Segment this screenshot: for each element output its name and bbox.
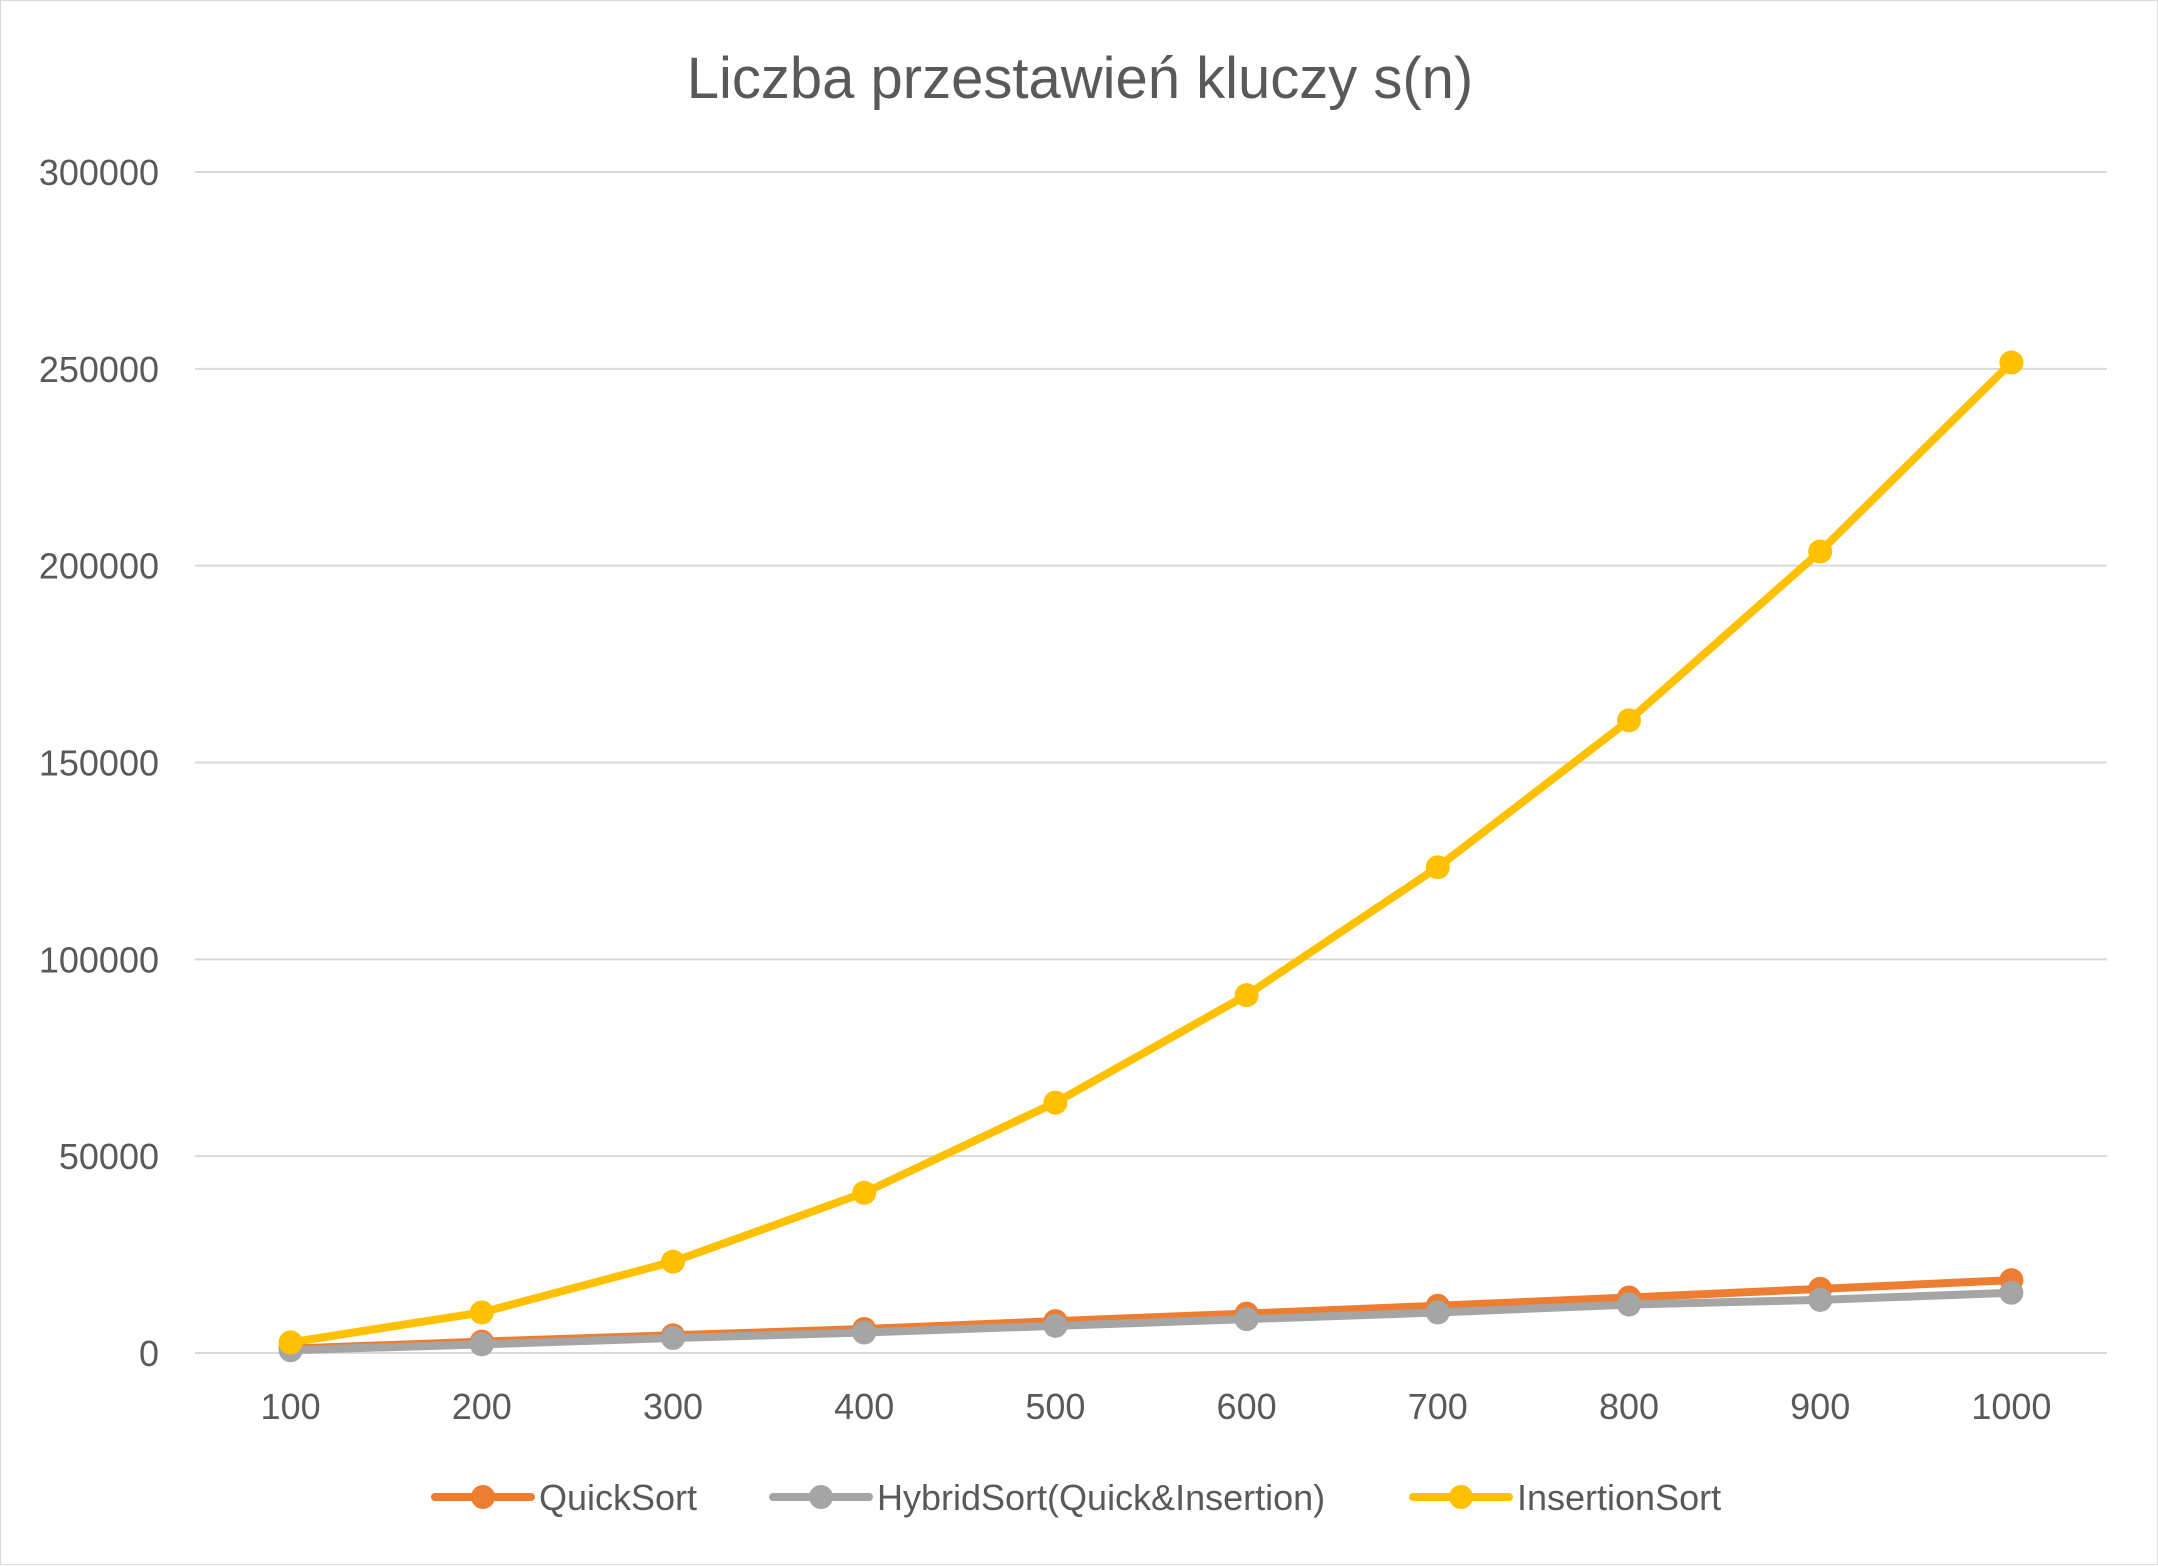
x-axis-ticks: 100 200 300 400 500 600 700 800 900 1000 bbox=[261, 1386, 2052, 1427]
legend-marker bbox=[1449, 1485, 1473, 1509]
x-tick-label: 100 bbox=[261, 1386, 321, 1427]
series-line bbox=[286, 358, 2016, 1347]
series-line bbox=[286, 1288, 2016, 1355]
legend-label: InsertionSort bbox=[1517, 1477, 1721, 1518]
data-point bbox=[1234, 1307, 1259, 1332]
y-tick-label: 100000 bbox=[39, 939, 159, 980]
data-point bbox=[278, 1330, 303, 1355]
data-point bbox=[1999, 350, 2024, 375]
data-point bbox=[469, 1332, 494, 1357]
y-tick-label: 0 bbox=[139, 1333, 159, 1374]
grid-layer bbox=[195, 171, 2107, 1354]
y-tick-label: 150000 bbox=[39, 743, 159, 784]
series-hybridsort-quick-insertion- bbox=[278, 1280, 2024, 1363]
data-point bbox=[661, 1249, 685, 1274]
data-point bbox=[852, 1180, 877, 1205]
data-point bbox=[1999, 1280, 2024, 1305]
data-point bbox=[469, 1300, 494, 1325]
data-point bbox=[1043, 1090, 1068, 1115]
series-insertionsort bbox=[278, 350, 2024, 1355]
series-quicksort bbox=[278, 1268, 2024, 1361]
y-tick-label: 50000 bbox=[59, 1136, 159, 1177]
y-tick-label: 300000 bbox=[39, 152, 159, 193]
data-point bbox=[1808, 539, 1833, 564]
chart-title: Liczba przestawień kluczy s(n) bbox=[687, 46, 1474, 111]
x-tick-label: 800 bbox=[1599, 1386, 1659, 1427]
x-tick-label: 500 bbox=[1025, 1386, 1085, 1427]
legend: QuickSort HybridSort(Quick&Insertion) Inse… bbox=[431, 1477, 1721, 1518]
data-point bbox=[1425, 855, 1450, 880]
x-tick-label: 200 bbox=[452, 1386, 512, 1427]
series-layer bbox=[278, 350, 2024, 1363]
x-tick-label: 300 bbox=[643, 1386, 703, 1427]
y-tick-label: 250000 bbox=[39, 349, 159, 390]
legend-item: HybridSort(Quick&Insertion) bbox=[769, 1477, 1325, 1518]
data-point bbox=[1617, 708, 1641, 733]
data-point bbox=[661, 1326, 685, 1351]
legend-label: QuickSort bbox=[539, 1477, 697, 1518]
x-tick-label: 400 bbox=[834, 1386, 894, 1427]
legend-label: HybridSort(Quick&Insertion) bbox=[877, 1477, 1325, 1518]
y-tick-label: 200000 bbox=[39, 546, 159, 587]
x-tick-label: 700 bbox=[1408, 1386, 1468, 1427]
x-tick-label: 900 bbox=[1790, 1386, 1850, 1427]
data-point bbox=[1234, 983, 1259, 1008]
data-point bbox=[852, 1320, 877, 1345]
data-point bbox=[1617, 1292, 1641, 1317]
legend-marker bbox=[809, 1485, 833, 1509]
legend-item: InsertionSort bbox=[1409, 1477, 1721, 1518]
legend-marker bbox=[471, 1485, 495, 1509]
x-tick-label: 600 bbox=[1217, 1386, 1277, 1427]
y-axis-ticks: 0 50000 100000 150000 200000 250000 300000 bbox=[39, 152, 159, 1374]
data-point bbox=[1425, 1300, 1450, 1325]
data-point bbox=[1808, 1287, 1833, 1312]
x-tick-label: 1000 bbox=[1971, 1386, 2051, 1427]
data-point bbox=[1043, 1313, 1068, 1338]
legend-item: QuickSort bbox=[431, 1477, 697, 1518]
